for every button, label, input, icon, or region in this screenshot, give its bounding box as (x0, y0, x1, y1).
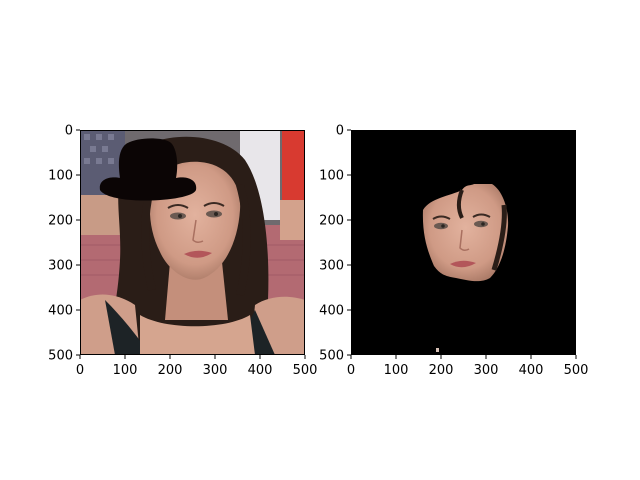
right-x-tick-label: 400 (519, 363, 544, 378)
left-y-tick-label: 0 (65, 124, 73, 139)
right-y-tick-label: 300 (319, 259, 344, 274)
left-x-tick-label: 400 (248, 363, 273, 378)
right-x-tick-label: 200 (429, 363, 454, 378)
right-image-panel (351, 130, 576, 355)
left-x-tick-label: 500 (293, 363, 318, 378)
right-y-tick-label: 0 (336, 124, 344, 139)
left-y-tick-label: 400 (48, 304, 73, 319)
left-y-tick-label: 500 (48, 349, 73, 364)
left-x-tick-label: 200 (158, 363, 183, 378)
left-panel-frame (80, 130, 305, 355)
left-x-tick-label: 0 (76, 363, 84, 378)
right-x-tick-label: 100 (384, 363, 409, 378)
left-y-tick-label: 300 (48, 259, 73, 274)
right-panel-frame (351, 130, 576, 355)
hat-overlay (99, 138, 197, 201)
right-y-tick-label: 400 (319, 304, 344, 319)
right-x-tick-label: 0 (347, 363, 355, 378)
right-x-tick-label: 500 (564, 363, 589, 378)
left-y-tick-label: 100 (48, 169, 73, 184)
left-y-tick-label: 200 (48, 214, 73, 229)
right-y-tick-label: 200 (319, 214, 344, 229)
left-x-tick-label: 300 (203, 363, 228, 378)
left-image-panel (80, 130, 305, 355)
right-y-tick-label: 100 (319, 169, 344, 184)
right-y-tick-label: 500 (319, 349, 344, 364)
right-x-tick-label: 300 (474, 363, 499, 378)
left-x-tick-label: 100 (113, 363, 138, 378)
